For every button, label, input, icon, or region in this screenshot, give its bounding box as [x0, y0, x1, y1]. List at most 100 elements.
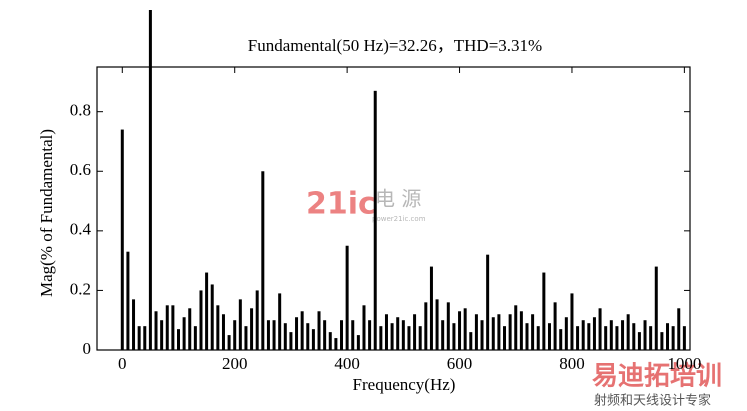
bar [609, 320, 613, 350]
bar [519, 311, 523, 350]
y-tick-label: 0.6 [70, 160, 91, 179]
bar [682, 326, 686, 350]
bar [413, 314, 417, 350]
bar [238, 299, 242, 350]
bar [340, 320, 344, 350]
bar [570, 293, 574, 350]
bar [351, 320, 355, 350]
bar [390, 323, 394, 350]
x-tick-label: 400 [334, 354, 360, 373]
bar [132, 299, 136, 350]
bar [615, 326, 619, 350]
bar [424, 302, 428, 350]
bar [458, 311, 462, 350]
bar [677, 308, 681, 350]
watermark: 射频和天线设计专家 [594, 393, 711, 409]
bar [317, 311, 321, 350]
bar [171, 305, 175, 350]
bar [205, 272, 209, 350]
bar [188, 308, 192, 350]
y-tick-label: 0.2 [70, 279, 91, 298]
bar [233, 320, 237, 350]
bar [564, 317, 568, 350]
bar [373, 90, 377, 351]
bar [384, 314, 388, 350]
bar [536, 326, 540, 350]
bar [261, 171, 265, 350]
bar [666, 323, 670, 350]
bar [632, 323, 636, 350]
bar [401, 320, 405, 350]
x-tick-label: 800 [559, 354, 585, 373]
bar [160, 320, 164, 350]
bar [311, 329, 315, 350]
bar [592, 317, 596, 350]
bar [637, 332, 641, 350]
bar [278, 293, 282, 350]
bar [508, 314, 512, 350]
bar [295, 317, 299, 350]
bar [148, 10, 152, 350]
y-axis-label: Mag(% of Fundamental) [37, 129, 56, 297]
bar [547, 323, 551, 350]
chart-title: Fundamental(50 Hz)=32.26，THD=3.31% [248, 36, 542, 55]
bar [328, 332, 332, 350]
bar [491, 317, 495, 350]
bar [446, 302, 450, 350]
bar [362, 305, 366, 350]
bar [210, 284, 214, 350]
x-tick-label: 200 [222, 354, 248, 373]
y-tick-label: 0.4 [70, 220, 92, 239]
bar [272, 320, 276, 350]
bar [649, 326, 653, 350]
bar [604, 326, 608, 350]
bar [221, 314, 225, 350]
bar [126, 251, 130, 350]
bar [463, 308, 467, 350]
bar [671, 326, 675, 350]
y-tick-label: 0 [83, 339, 92, 358]
bar [255, 290, 259, 350]
bar [654, 266, 658, 350]
x-tick-label: 600 [447, 354, 473, 373]
bar [227, 335, 231, 350]
bar [429, 266, 433, 350]
bar [587, 323, 591, 350]
watermark: 21ic [306, 187, 376, 222]
bar [559, 329, 563, 350]
bar [598, 308, 602, 350]
bar [334, 338, 338, 350]
x-tick-label: 0 [118, 354, 127, 373]
bar [165, 305, 169, 350]
bar [356, 335, 360, 350]
watermark: power21ic.com [372, 215, 426, 223]
bar [289, 332, 293, 350]
bar [452, 323, 456, 350]
bar [553, 302, 557, 350]
bar [345, 245, 349, 350]
bar [497, 314, 501, 350]
bar [154, 311, 158, 350]
bar [323, 320, 327, 350]
bar [525, 323, 529, 350]
bar [531, 314, 535, 350]
bar [576, 326, 580, 350]
bar [300, 311, 304, 350]
bars [120, 10, 686, 351]
bar [266, 320, 270, 350]
bar [137, 326, 141, 350]
bar [250, 308, 254, 350]
bar [396, 317, 400, 350]
bar [283, 323, 287, 350]
bar [469, 332, 473, 350]
bar [660, 332, 664, 350]
bar [418, 326, 422, 350]
bar [480, 320, 484, 350]
bar [626, 314, 630, 350]
bar [621, 320, 625, 350]
bar [306, 323, 310, 350]
bar [193, 326, 197, 350]
y-tick-label: 0.8 [70, 101, 91, 120]
bar [542, 272, 546, 350]
